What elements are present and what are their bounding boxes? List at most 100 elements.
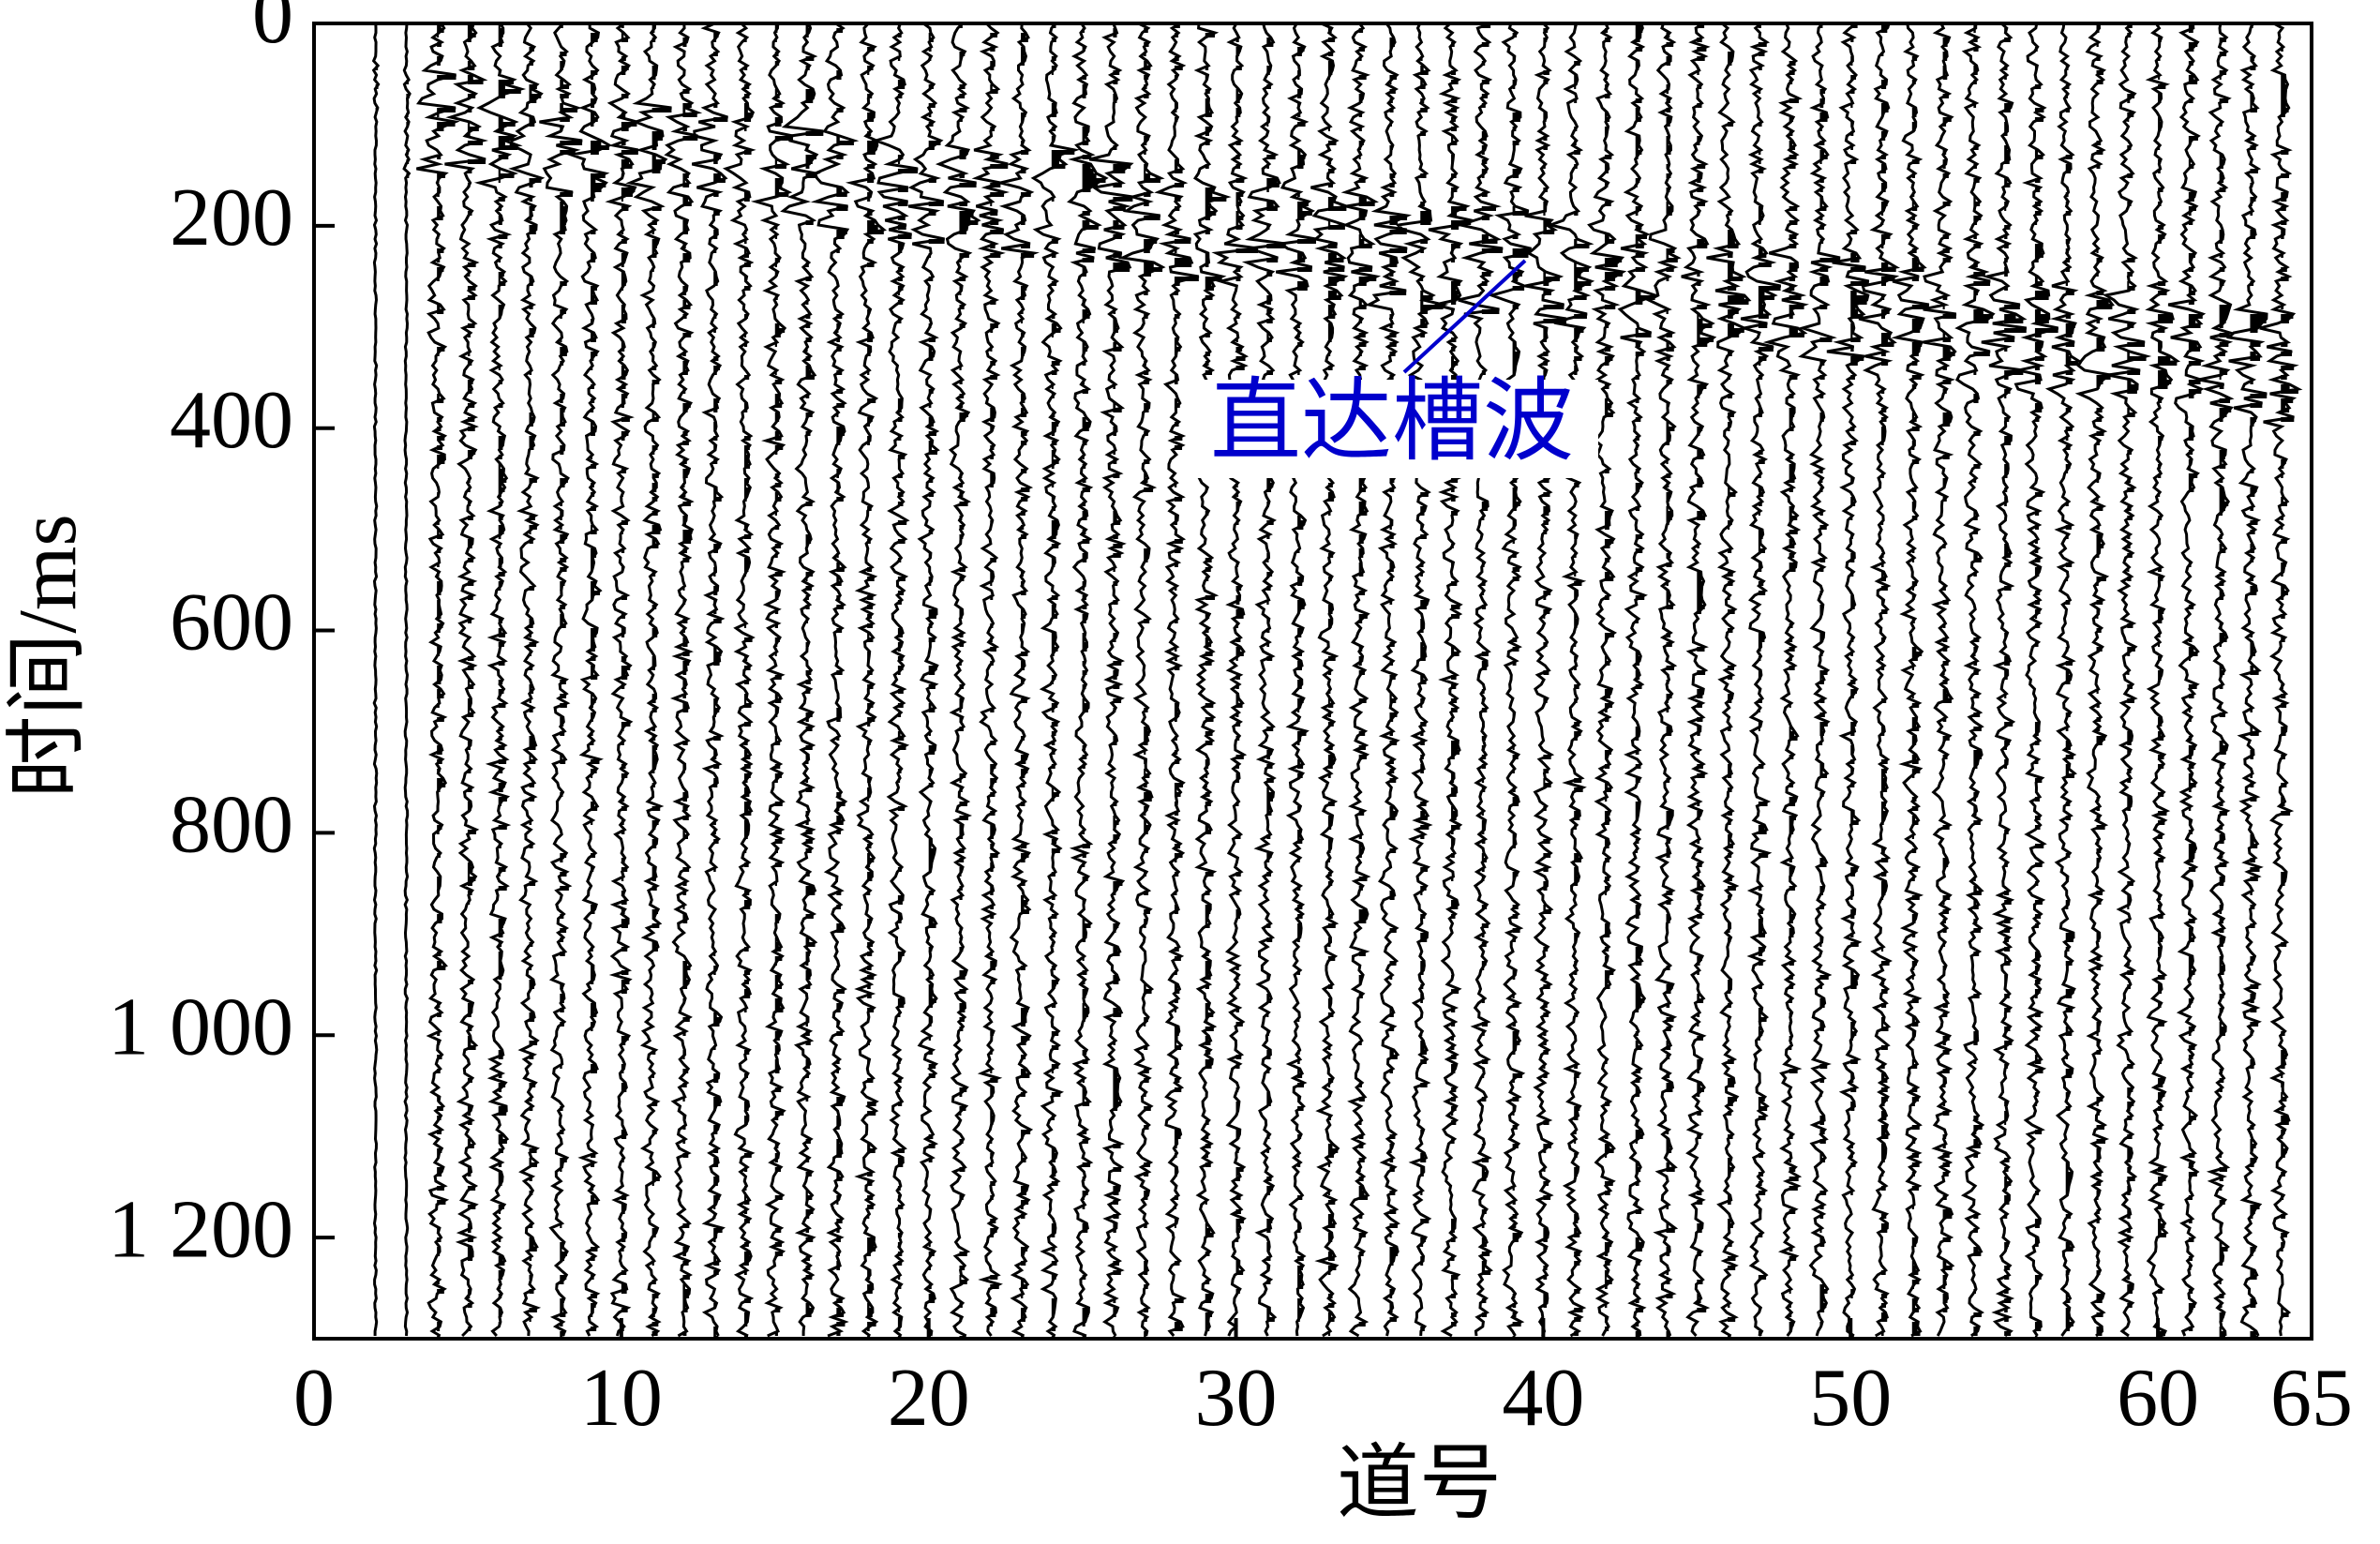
seismic-trace — [1858, 22, 1901, 1338]
y-axis-title: 时间/ms — [3, 514, 94, 798]
seismic-trace — [1524, 22, 1567, 1337]
trace-fill — [437, 23, 457, 1341]
x-tick-label: 10 — [580, 1353, 663, 1444]
trace-fill — [928, 33, 945, 1341]
seismic-trace — [2259, 22, 2303, 1337]
x-tick-label: 60 — [2117, 1353, 2199, 1444]
seismic-trace — [2044, 22, 2082, 1337]
trace-fill — [1481, 23, 1504, 1317]
trace-fill — [1942, 37, 1956, 1312]
seismic-trace — [1797, 22, 1841, 1337]
seismic-trace — [1192, 22, 1232, 1337]
seismic-trace — [371, 22, 381, 1336]
seismic-trace — [1428, 22, 1476, 1338]
trace-fill — [713, 33, 728, 1341]
seismic-trace — [1545, 22, 1595, 1338]
trace-fill — [529, 47, 542, 1322]
trace-fill — [2250, 23, 2268, 1341]
seismic-trace — [1117, 22, 1166, 1337]
seismic-trace — [810, 22, 860, 1338]
trace-fill — [1697, 23, 1714, 1312]
trace-fill — [836, 28, 854, 1336]
y-tick-label: 400 — [170, 375, 293, 466]
x-tick-label: 0 — [293, 1353, 335, 1444]
trace-fill — [621, 23, 638, 1331]
trace-fill — [651, 23, 672, 1336]
trace-fill — [1082, 28, 1106, 1341]
trace-fill — [1389, 37, 1408, 1322]
seismic-trace — [1891, 22, 1930, 1338]
seismic-trace — [998, 22, 1040, 1338]
trace-fill — [959, 23, 979, 1341]
seismic-trace — [935, 22, 981, 1338]
seismic-trace — [1154, 22, 1200, 1337]
annotation-bg — [1186, 380, 1598, 478]
trace-fill — [1512, 33, 1531, 1341]
x-tick-label: 65 — [2270, 1353, 2353, 1444]
y-tick-label: 200 — [170, 172, 293, 263]
annotation-pointer — [1402, 259, 1527, 374]
trace-fill — [1789, 61, 1804, 1331]
trace-fill — [406, 80, 411, 178]
seismic-trace — [2167, 22, 2207, 1337]
seismic-trace — [539, 22, 583, 1337]
trace-fill — [2281, 47, 2298, 1317]
x-tick-label: 50 — [1809, 1353, 1892, 1444]
trace-fill — [1604, 28, 1624, 1331]
seismic-trace — [473, 22, 527, 1337]
trace-fill — [2219, 37, 2232, 1341]
seismic-trace — [2225, 22, 2268, 1337]
trace-fill — [1758, 23, 1781, 1336]
trace-fill — [2096, 23, 2113, 1336]
trace-fill — [990, 33, 1009, 1327]
trace-fill — [1543, 28, 1566, 1308]
trace-fill — [1358, 28, 1377, 1327]
trace-fill — [1574, 23, 1592, 1336]
seismic-trace — [1067, 22, 1109, 1338]
trace-fill — [1297, 47, 1317, 1322]
y-tick-label: 0 — [252, 0, 293, 61]
seismic-trace — [2145, 22, 2181, 1337]
seismic-trace — [750, 22, 794, 1338]
seismic-trace — [1241, 22, 1286, 1337]
seismic-trace — [625, 22, 672, 1338]
seismic-trace — [1762, 22, 1809, 1337]
seismic-trace — [416, 22, 460, 1338]
seismic-trace — [1981, 22, 2028, 1338]
seismic-trace — [1455, 22, 1504, 1337]
trace-fill — [2065, 66, 2079, 1331]
trace-fill — [2127, 23, 2147, 1308]
y-tick-label: 600 — [170, 577, 293, 668]
trace-fill — [1728, 52, 1749, 1341]
seismic-trace — [1826, 22, 1870, 1338]
trace-fill — [743, 37, 754, 1341]
seismic-trace — [871, 22, 919, 1338]
trace-fill — [1113, 28, 1133, 1341]
seismic-trace — [1088, 22, 1134, 1337]
trace-fill — [375, 66, 379, 112]
trace-fill — [1911, 56, 1929, 1336]
trace-fill — [1451, 42, 1472, 1327]
trace-fill — [1666, 33, 1678, 1341]
annotation-text: 直达槽波 — [1210, 371, 1574, 472]
seismic-traces — [371, 22, 2303, 1341]
trace-fill — [1266, 37, 1286, 1322]
x-axis-title: 道号 — [1337, 1439, 1502, 1530]
seismic-trace — [1681, 22, 1717, 1337]
trace-fill — [897, 23, 919, 1341]
trace-fill — [591, 33, 609, 1331]
seismic-trace — [664, 22, 703, 1338]
trace-fill — [2004, 28, 2027, 1336]
seismic-trace — [444, 22, 488, 1338]
seismic-trace — [1275, 22, 1317, 1337]
trace-fill — [867, 47, 884, 1341]
trace-fill — [1144, 28, 1163, 1341]
trace-fill — [774, 23, 793, 1336]
y-tick-label: 800 — [170, 780, 293, 871]
trace-fill — [1881, 23, 1896, 1336]
seismic-trace — [1706, 22, 1752, 1338]
plot-frame — [312, 22, 2313, 1341]
trace-fill — [1819, 23, 1841, 1327]
trace-fill — [1021, 33, 1035, 1341]
